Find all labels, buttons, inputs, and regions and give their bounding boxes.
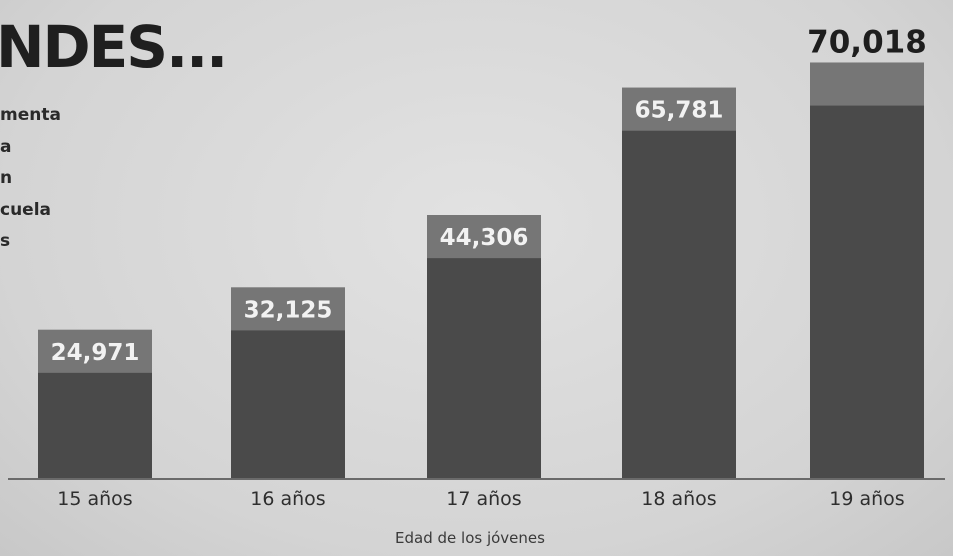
bar [622,87,736,479]
x-tick-label: 16 años [250,488,325,510]
chart-subtitle: menta a n cuela s [0,100,80,258]
subtitle-line: s [0,231,11,251]
bar [810,62,924,479]
subtitle-line: a [0,136,12,157]
bar [427,215,541,478]
bar-top-band [231,287,345,331]
data-label: 44,306 [440,225,529,251]
x-ticks-group: 15 años 16 años 17 años 18 años 19 años [57,488,904,510]
data-label: 70,018 [807,25,927,61]
bar-top-band [38,329,152,373]
bars-group: 24,971 32,125 44,306 65,781 70,018 [38,25,927,479]
subtitle-line: n [0,168,13,188]
x-tick-label: 18 años [641,488,716,510]
chart-title: NDES... [0,13,228,81]
subtitle-line: cuela [0,199,52,220]
data-label: 32,125 [244,297,333,323]
x-axis-label: Edad de los jóvenes [395,529,545,547]
x-tick-label: 17 años [446,488,521,510]
bar-top-band [810,62,924,106]
bar-top-band [622,87,736,131]
data-label: 24,971 [51,340,140,366]
data-label: 65,781 [635,98,724,124]
subtitle-line: menta [0,105,61,125]
x-tick-label: 15 años [57,488,132,510]
bar-top-band [427,215,541,259]
x-tick-label: 19 años [829,488,904,510]
